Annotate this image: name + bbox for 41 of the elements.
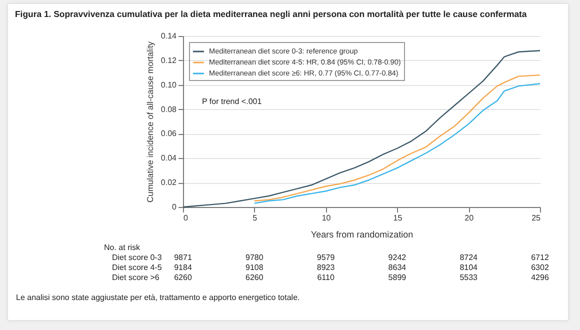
y-tick-label: 0.10 bbox=[160, 80, 178, 90]
y-tick-label: 0 bbox=[172, 202, 178, 212]
text: 6110 bbox=[317, 273, 335, 282]
y-axis-title: Cumulative incidence of all-cause mortality bbox=[144, 40, 155, 203]
text: Le analisi sono state aggiustate per età, trattamento e apporto energetico totale. bbox=[16, 293, 300, 302]
text: 6712 bbox=[531, 253, 550, 262]
chart-title: Figura 1. Sopravvivenza cumulativa per la dieta mediterranea negli anni persona con mortalità per tutte le cause confermata bbox=[15, 9, 527, 19]
text: Diet score 0-3 bbox=[112, 253, 162, 262]
annotation: P for trend <.001 bbox=[202, 97, 262, 106]
text: 9871 bbox=[174, 253, 192, 262]
x-tick-label: 10 bbox=[322, 214, 332, 222]
y-tick-label: 0.06 bbox=[160, 129, 178, 138]
text: 6260 bbox=[174, 273, 192, 282]
text: 8923 bbox=[316, 263, 336, 272]
y-tick-label: 0.14 bbox=[160, 32, 178, 40]
y-tick-label: 0.02 bbox=[160, 178, 178, 188]
text: 9184 bbox=[174, 263, 192, 272]
text: 9579 bbox=[316, 253, 336, 262]
x-tick-label: 5 bbox=[252, 214, 258, 222]
text: 9242 bbox=[388, 253, 407, 262]
text: 5899 bbox=[388, 273, 407, 282]
text: 6302 bbox=[531, 263, 550, 272]
text: 8724 bbox=[460, 253, 478, 262]
text: 5533 bbox=[460, 273, 478, 282]
y-tick-label: 0.08 bbox=[160, 104, 178, 114]
y-tick-label: 0.12 bbox=[160, 56, 178, 65]
text: 8634 bbox=[388, 263, 407, 272]
x-tick-label: 0 bbox=[184, 214, 188, 222]
x-tick-label: 20 bbox=[464, 214, 474, 222]
text: 4296 bbox=[531, 273, 550, 282]
text: Diet score >6 bbox=[112, 273, 160, 282]
text: Diet score 4-5 bbox=[112, 263, 162, 272]
y-tick-label: 0.04 bbox=[160, 154, 178, 163]
text: No. at risk bbox=[104, 243, 142, 252]
text: 9780 bbox=[246, 253, 264, 262]
text: 9108 bbox=[246, 263, 264, 272]
text: 8104 bbox=[460, 263, 478, 272]
x-tick-label: 15 bbox=[393, 214, 403, 222]
text: 6260 bbox=[246, 273, 264, 282]
x-tick-label: 25 bbox=[532, 214, 542, 222]
x-axis-title: Years from randomization bbox=[310, 230, 414, 240]
